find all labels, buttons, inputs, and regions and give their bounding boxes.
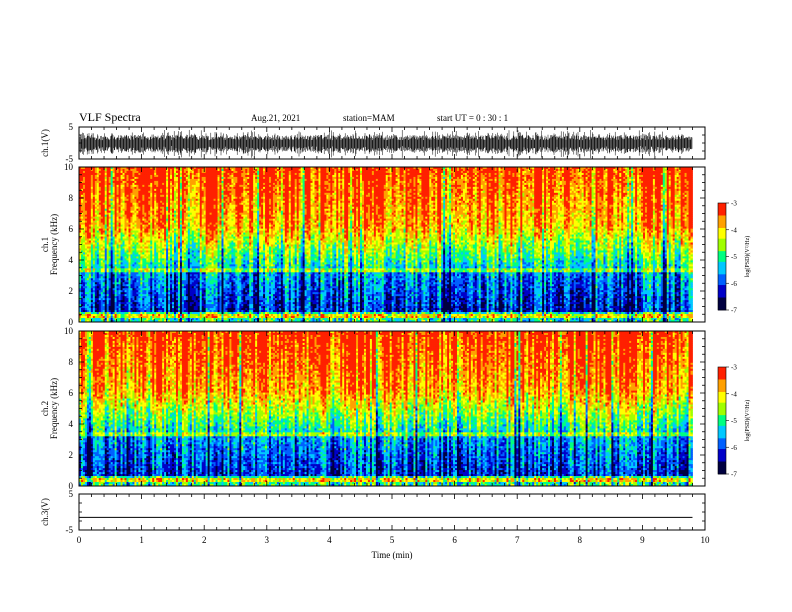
waveform-ch1-trace (80, 130, 692, 158)
waveform-ch1-ytick-label: 5 (69, 122, 74, 132)
waveform-ch1-line (80, 130, 692, 158)
spectrogram-1-image (79, 167, 693, 322)
waveform-ch1-ylabel: ch.1(V) (40, 129, 50, 157)
